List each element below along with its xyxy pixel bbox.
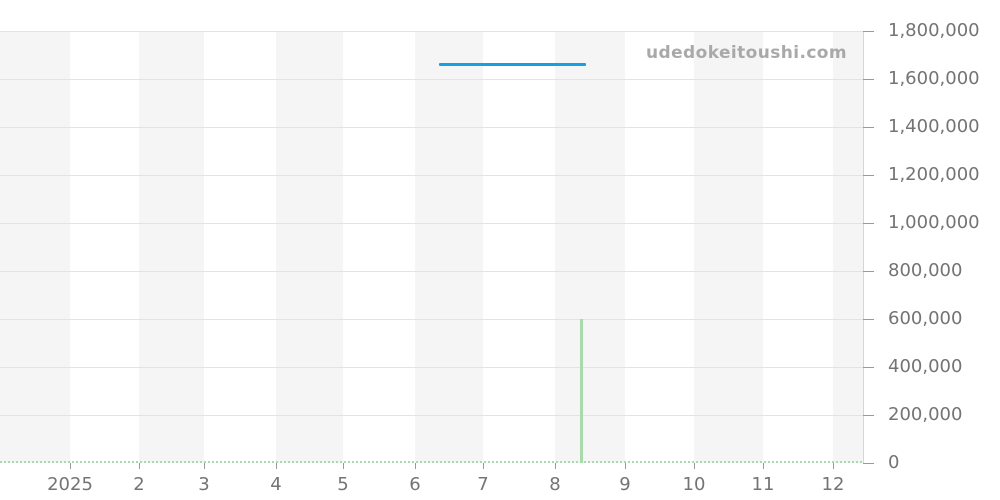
y-axis-tick (863, 31, 874, 32)
x-tick-label: 8 (549, 474, 561, 495)
activity-baseline (0, 461, 863, 463)
x-axis-tick (833, 463, 834, 469)
month-stripe (555, 31, 625, 463)
x-tick-label: 5 (337, 474, 349, 495)
month-stripe (833, 31, 863, 463)
x-tick-label: 7 (477, 474, 489, 495)
y-tick-label: 200,000 (888, 404, 963, 425)
x-axis-tick (276, 463, 277, 469)
month-stripe (139, 31, 204, 463)
y-tick-label: 400,000 (888, 356, 963, 377)
x-axis-tick (694, 463, 695, 469)
x-tick-label: 9 (619, 474, 631, 495)
gridline (0, 319, 863, 320)
y-axis-line (863, 31, 864, 463)
x-tick-label: 10 (682, 474, 706, 495)
month-stripe (415, 31, 483, 463)
y-tick-label: 1,000,000 (888, 212, 980, 233)
x-axis-tick (763, 463, 764, 469)
y-axis-tick (863, 223, 874, 224)
x-tick-label: 12 (821, 474, 845, 495)
y-axis-tick (863, 415, 874, 416)
plot-area[interactable] (0, 31, 863, 463)
x-axis-tick (625, 463, 626, 469)
gridline (0, 271, 863, 272)
gridline (0, 175, 863, 176)
y-tick-label: 1,600,000 (888, 68, 980, 89)
y-tick-label: 1,200,000 (888, 164, 980, 185)
month-stripe (0, 31, 70, 463)
x-axis-tick (555, 463, 556, 469)
price-line (439, 63, 586, 66)
y-tick-label: 0 (888, 452, 900, 473)
watermark: udedokeitoushi.com (646, 43, 847, 63)
y-axis-tick (863, 79, 874, 80)
x-axis-tick (343, 463, 344, 469)
x-tick-label: 3 (198, 474, 210, 495)
gridline (0, 127, 863, 128)
x-axis-tick (70, 463, 71, 469)
y-axis-tick (863, 127, 874, 128)
x-axis-tick (204, 463, 205, 469)
x-tick-label: 4 (270, 474, 282, 495)
y-tick-label: 800,000 (888, 260, 963, 281)
month-stripe (276, 31, 343, 463)
x-tick-label: 11 (751, 474, 775, 495)
y-axis-tick (863, 463, 874, 464)
x-axis-tick (415, 463, 416, 469)
gridline (0, 31, 863, 32)
y-tick-label: 600,000 (888, 308, 963, 329)
gridline (0, 415, 863, 416)
y-axis-tick (863, 367, 874, 368)
gridline (0, 367, 863, 368)
y-tick-label: 1,400,000 (888, 116, 980, 137)
x-tick-label: 6 (409, 474, 421, 495)
gridline (0, 79, 863, 80)
y-axis-tick (863, 319, 874, 320)
x-axis-tick (483, 463, 484, 469)
x-tick-label: 2 (133, 474, 145, 495)
gridline (0, 223, 863, 224)
x-tick-label: 2025 (47, 474, 93, 495)
month-stripe (694, 31, 763, 463)
y-axis-tick (863, 271, 874, 272)
y-axis-tick (863, 175, 874, 176)
activity-spike (580, 319, 583, 463)
x-axis-tick (139, 463, 140, 469)
y-tick-label: 1,800,000 (888, 20, 980, 41)
